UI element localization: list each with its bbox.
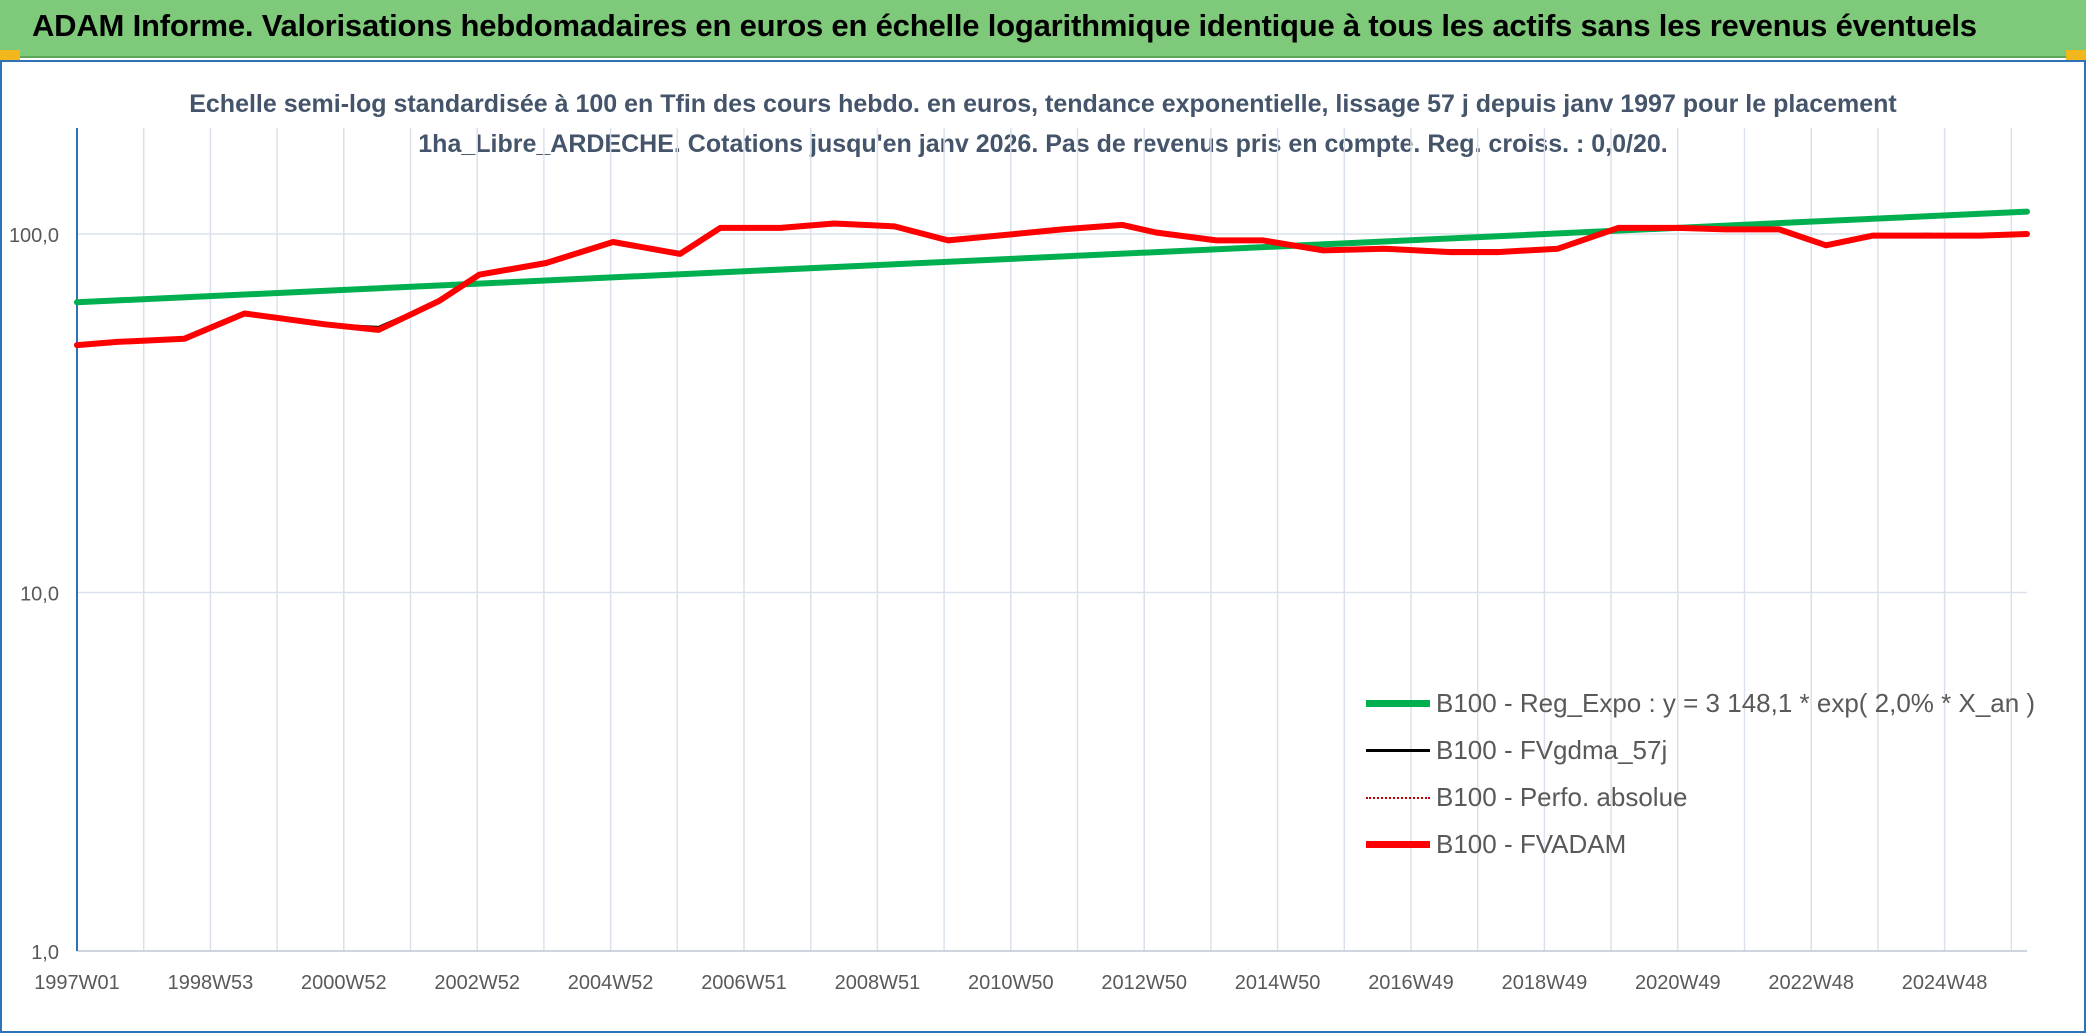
legend-item-fvadam: B100 - FVADAM <box>1366 821 2035 868</box>
legend-swatch-regression <box>1366 700 1430 707</box>
legend-item-regression: B100 - Reg_Expo : y = 3 148,1 * exp( 2,0… <box>1366 680 2035 727</box>
series-line-3 <box>74 220 2030 349</box>
x-tick-label: 2024W48 <box>1902 972 1988 994</box>
report-title: ADAM Informe. Valorisations hebdomadaire… <box>32 8 1977 43</box>
x-tick-label: 2010W50 <box>968 972 1054 994</box>
x-tick-label: 2016W49 <box>1368 972 1454 994</box>
legend-swatch-perfo-absolue <box>1366 796 1430 799</box>
x-tick-label: 2004W52 <box>568 972 654 994</box>
legend-swatch-fvadam <box>1366 841 1430 848</box>
x-tick-label: 1998W53 <box>168 972 254 994</box>
corner-marker-left <box>0 50 20 62</box>
series-line-0 <box>74 208 2030 306</box>
legend-label-regression: B100 - Reg_Expo : y = 3 148,1 * exp( 2,0… <box>1436 688 2036 718</box>
title-banner: ADAM Informe. Valorisations hebdomadaire… <box>0 0 2086 58</box>
x-tick-label: 2020W49 <box>1635 972 1721 994</box>
x-tick-label: 2006W51 <box>701 972 787 994</box>
legend-swatch-fvgdma <box>1366 749 1430 752</box>
x-tick-label: 2018W49 <box>1502 972 1588 994</box>
y-tick-label: 10,0 <box>20 584 59 606</box>
x-tick-label: 2008W51 <box>835 972 921 994</box>
x-tick-label: 2014W50 <box>1235 972 1321 994</box>
x-tick-label: 1997W01 <box>34 972 120 994</box>
legend-label-perfo-absolue: B100 - Perfo. absolue <box>1436 782 1688 812</box>
x-tick-label: 2012W50 <box>1101 972 1187 994</box>
chart-legend: B100 - Reg_Expo : y = 3 148,1 * exp( 2,0… <box>1366 680 2035 868</box>
legend-label-fvgdma: B100 - FVgdma_57j <box>1436 735 1668 765</box>
x-tick-label: 2000W52 <box>301 972 387 994</box>
legend-item-fvgdma: B100 - FVgdma_57j <box>1366 727 2035 774</box>
y-tick-label: 1,0 <box>31 942 59 964</box>
legend-label-fvadam: B100 - FVADAM <box>1436 829 1627 859</box>
x-tick-label: 2022W48 <box>1768 972 1854 994</box>
x-tick-label: 2002W52 <box>434 972 520 994</box>
chart-title: Echelle semi-log standardisée à 100 en T… <box>189 90 1897 158</box>
legend-item-perfo-absolue: B100 - Perfo. absolue <box>1366 774 2035 821</box>
corner-marker-right <box>2066 50 2086 62</box>
y-tick-label: 100,0 <box>9 225 59 247</box>
chart-frame <box>0 60 2086 1033</box>
